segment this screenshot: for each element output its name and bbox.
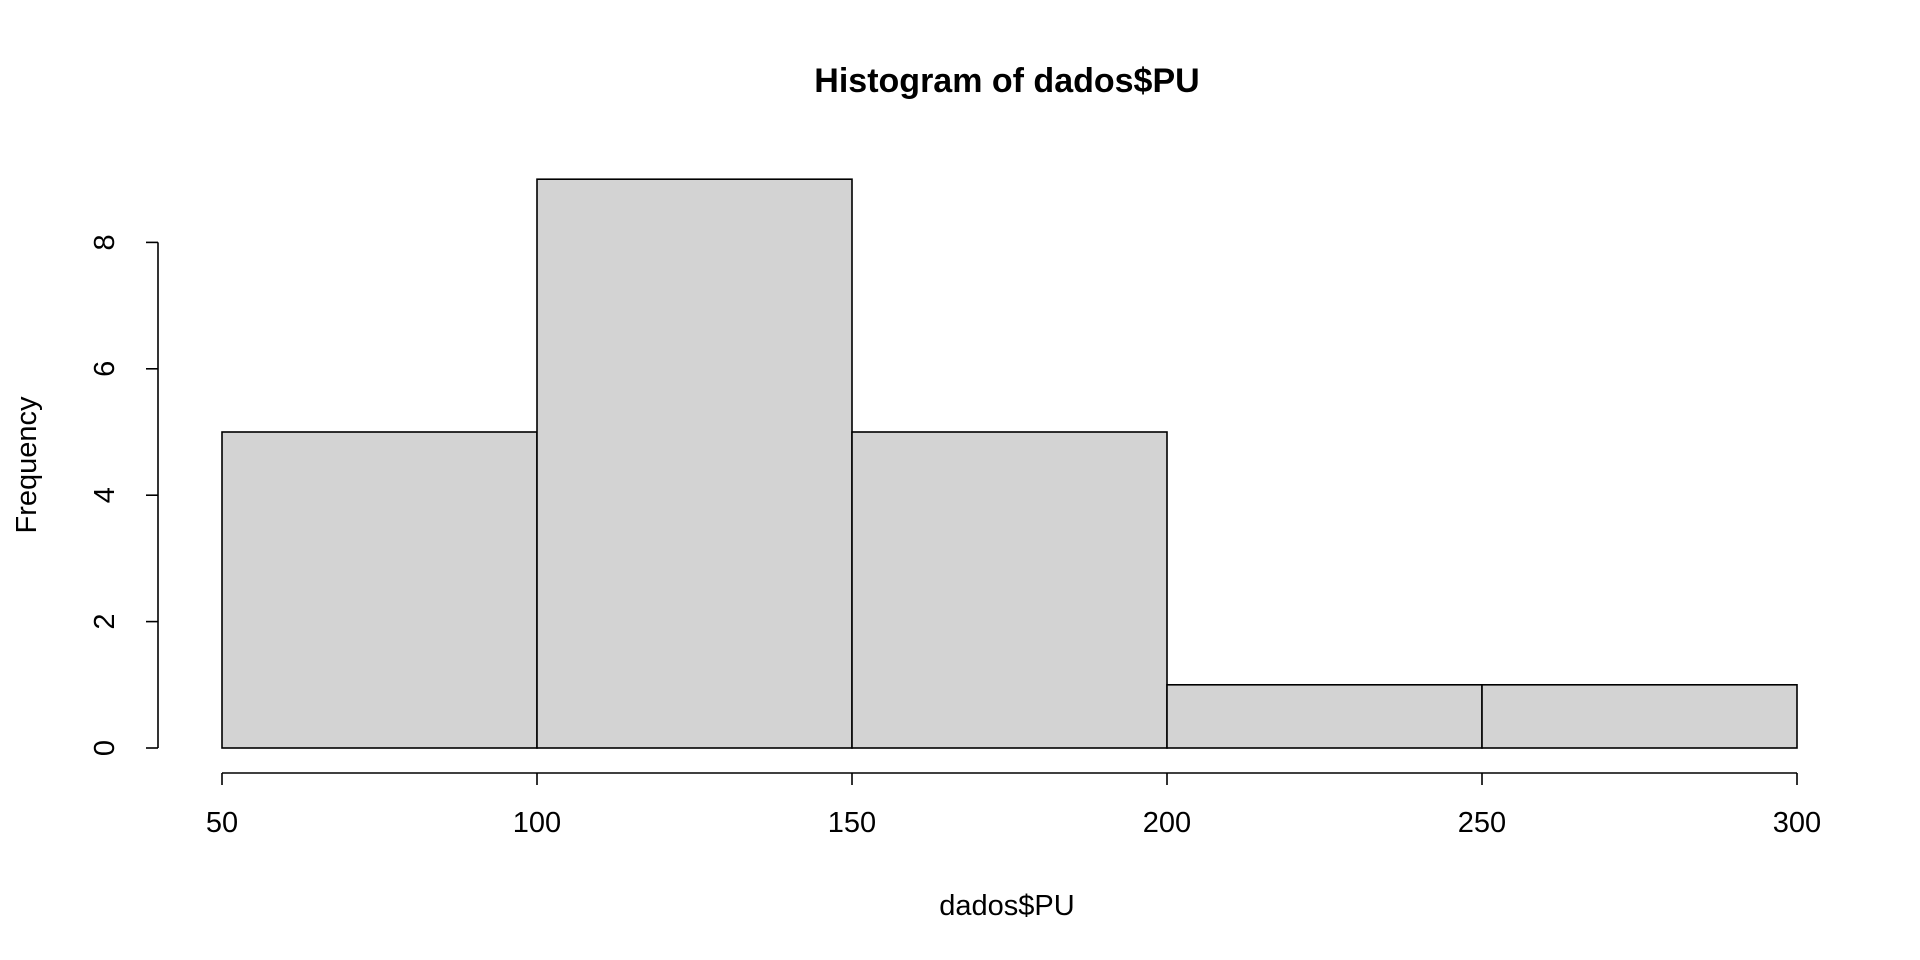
- y-tick-label-0: 0: [89, 740, 121, 756]
- x-tick-label-0: 50: [206, 807, 238, 839]
- y-axis: 0 2 4 6 8: [89, 234, 159, 756]
- x-tick-label-4: 250: [1458, 807, 1506, 839]
- y-tick-label-2: 4: [89, 487, 121, 503]
- y-tick-label-1: 2: [89, 614, 121, 630]
- histogram-bar-1: [536, 178, 853, 749]
- histogram-bar-0: [221, 431, 538, 749]
- y-tick-label-3: 6: [89, 361, 121, 377]
- x-axis: 50 100 150 200 250 300: [206, 772, 1821, 839]
- y-tick-label-4: 8: [89, 234, 121, 250]
- bars-group: [221, 178, 1798, 749]
- x-tick-label-2: 150: [828, 807, 876, 839]
- x-tick-label-1: 100: [513, 807, 561, 839]
- chart-title: Histogram of dados$PU: [814, 62, 1199, 100]
- x-tick-label-3: 200: [1143, 807, 1191, 839]
- histogram-bar-3: [1166, 683, 1483, 749]
- histogram-bar-4: [1481, 683, 1798, 749]
- y-axis-label: Frequency: [11, 396, 43, 534]
- histogram-bar-2: [851, 431, 1168, 749]
- x-axis-label: dados$PU: [939, 890, 1074, 922]
- x-tick-label-5: 300: [1773, 807, 1821, 839]
